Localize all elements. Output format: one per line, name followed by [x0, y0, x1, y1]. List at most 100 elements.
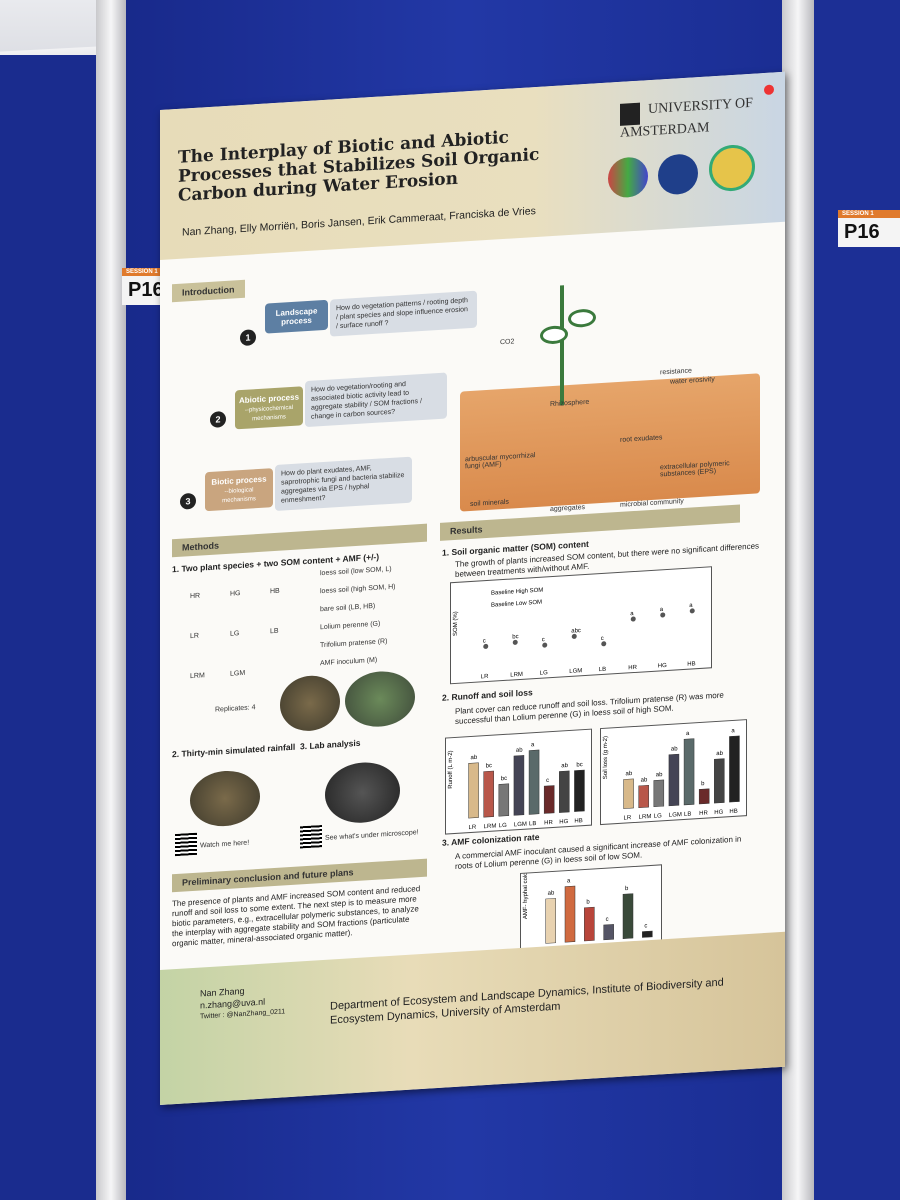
section-methods: Methods — [172, 523, 427, 558]
data-label: b — [586, 899, 590, 905]
chart-bar — [545, 898, 556, 944]
chart-bar — [498, 783, 510, 817]
step-number: 2 — [210, 410, 226, 428]
tick-label: HG — [714, 810, 723, 817]
chart-bar — [729, 735, 740, 803]
chart-bar — [564, 885, 576, 943]
treatment-label: LGM — [230, 669, 246, 678]
data-label: bc — [512, 634, 518, 640]
abiotic-process-box: Abiotic process --physicochemical mechani… — [235, 386, 303, 430]
right-board — [808, 0, 900, 1200]
runoff-chart: Runoff (L m-2) LR ab LRM bc LG bc LGM ab LB a HR c HG… — [445, 728, 592, 835]
plant-illustration — [560, 285, 564, 406]
department-affiliation: Department of Ecosystem and Landscape Dy… — [330, 976, 724, 1027]
data-label: abc — [571, 628, 581, 635]
data-label: ab — [656, 772, 663, 778]
tick-label: LGM — [514, 822, 527, 829]
research-poster: The Interplay of Biotic and Abiotic Proc… — [160, 71, 785, 1106]
tick-label: HR — [628, 665, 637, 672]
chart-bar — [683, 738, 695, 806]
chart-point — [601, 641, 607, 647]
data-label: ab — [548, 890, 555, 896]
chart-bar — [698, 788, 710, 805]
step-number: 3 — [180, 492, 196, 510]
microscope-link[interactable]: See what's under microscope! — [325, 829, 419, 842]
chart-bar — [559, 770, 570, 813]
tick-label: LB — [599, 667, 606, 673]
result-2-title: 2. Runoff and soil loss — [442, 687, 533, 703]
axis-label: Runoff (L m-2) — [448, 750, 454, 789]
tick-label: LRM — [510, 672, 523, 679]
result-3-title: 3. AMF colonization rate — [442, 831, 540, 848]
data-label: a — [531, 742, 535, 748]
chart-bar — [642, 930, 653, 938]
chart-bar — [653, 779, 665, 808]
tick-label: LRM — [639, 814, 652, 821]
data-label: ab — [641, 777, 648, 783]
chart-bar — [543, 785, 555, 814]
society-logo-icon — [658, 153, 699, 196]
data-label: a — [689, 603, 693, 609]
data-label: a — [660, 607, 664, 613]
qr-code[interactable] — [175, 832, 197, 857]
chart-point — [483, 643, 489, 649]
tick-label: LG — [654, 813, 662, 820]
ibed-logo-icon — [608, 156, 648, 199]
chart-bar — [574, 769, 585, 812]
watch-link[interactable]: Watch me here! — [200, 839, 250, 850]
replicates-note: Replicates: 4 — [215, 704, 256, 714]
methods-step-2: 2. Thirty-min simulated rainfall — [172, 741, 296, 760]
axis-label: SOM (%) — [453, 611, 459, 636]
leaf-icon — [568, 308, 596, 329]
chart-point — [571, 633, 577, 639]
data-label: c — [601, 636, 604, 642]
legend-item: loess soil (high SOM, H) — [320, 583, 396, 596]
tick-label: HR — [544, 820, 553, 827]
data-label: b — [701, 781, 705, 787]
tick-label: LGM — [569, 668, 582, 675]
data-label: ab — [671, 746, 678, 752]
chart-bar — [513, 755, 525, 816]
chart-point — [660, 612, 666, 618]
data-label: bc — [576, 762, 582, 768]
treatment-label: LG — [230, 630, 240, 638]
data-label: c — [546, 778, 549, 784]
tick-label: LB — [529, 821, 536, 827]
treatment-label: HG — [230, 590, 241, 598]
tick-label: HG — [559, 819, 568, 826]
data-label: ab — [471, 755, 478, 761]
data-label: ab — [561, 763, 568, 769]
treatment-label: HB — [270, 587, 280, 596]
data-label: ab — [626, 771, 633, 777]
landscape-process-box: Landscape process — [265, 299, 328, 334]
data-label: b — [625, 886, 629, 892]
data-label: a — [731, 728, 735, 734]
tick-label: HB — [687, 661, 695, 668]
board-post — [782, 0, 814, 1200]
legend-item: bare soil (LB, HB) — [320, 602, 376, 614]
qr-code[interactable] — [300, 825, 322, 849]
treatment-label: LB — [270, 627, 279, 636]
data-label: ab — [516, 747, 523, 753]
som-chart: SOM (%) LR c LRM bc LG c LGM abc LB c HR a HG a HB a Base… — [450, 566, 712, 685]
plots-photo — [280, 673, 340, 733]
treatment-label: LR — [190, 632, 199, 641]
chart-bar — [584, 906, 595, 942]
chart-point — [512, 639, 518, 645]
chart-bar — [668, 753, 680, 807]
treatment-label: LRM — [190, 672, 205, 681]
tick-label: HG — [658, 663, 667, 670]
tick-label: HB — [729, 809, 737, 816]
chart-bar — [603, 924, 614, 941]
data-label: bc — [501, 776, 507, 782]
soil-logo-icon — [708, 143, 755, 193]
chart-bar — [714, 758, 725, 804]
conclusion-text: The presence of plants and AMF increased… — [172, 884, 421, 949]
legend-item: AMF inoculum (M) — [320, 656, 378, 668]
chart-bar — [623, 778, 634, 809]
legend-item: Trifolium pratense (R) — [320, 638, 388, 650]
tick-label: LGM — [669, 812, 682, 819]
crest-icon — [620, 102, 640, 126]
chart-bar — [468, 762, 479, 819]
biotic-question: How do plant exudates, AMF, saprotrophic… — [275, 456, 412, 511]
